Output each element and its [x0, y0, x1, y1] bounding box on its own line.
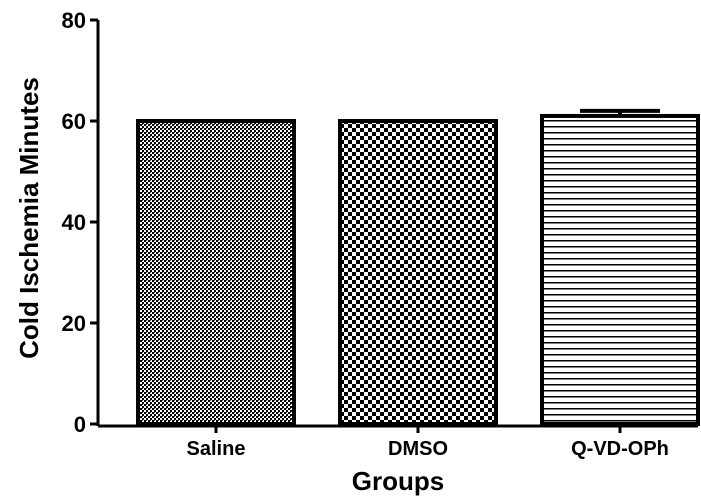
bar-saline — [136, 119, 296, 426]
y-tick-label: 80 — [62, 8, 86, 33]
x-axis-categories: Saline DMSO Q-VD-OPh — [187, 426, 669, 460]
bars-group — [136, 108, 700, 426]
y-tick-label: 20 — [62, 311, 86, 336]
x-axis-title: Groups — [352, 466, 444, 496]
y-tick-label: 60 — [62, 109, 86, 134]
x-category-label: Saline — [187, 438, 246, 460]
bar-dmso — [338, 119, 498, 426]
y-tick-label: 40 — [62, 210, 86, 235]
y-tick-label: 0 — [74, 412, 86, 437]
y-axis-title: Cold Ischemia Minutes — [14, 77, 44, 359]
x-category-label: Q-VD-OPh — [571, 438, 669, 460]
x-category-label: DMSO — [388, 438, 448, 460]
bar-q-vd-oph — [540, 113, 700, 426]
y-axis-ticks: 0 20 40 60 80 — [62, 8, 98, 437]
